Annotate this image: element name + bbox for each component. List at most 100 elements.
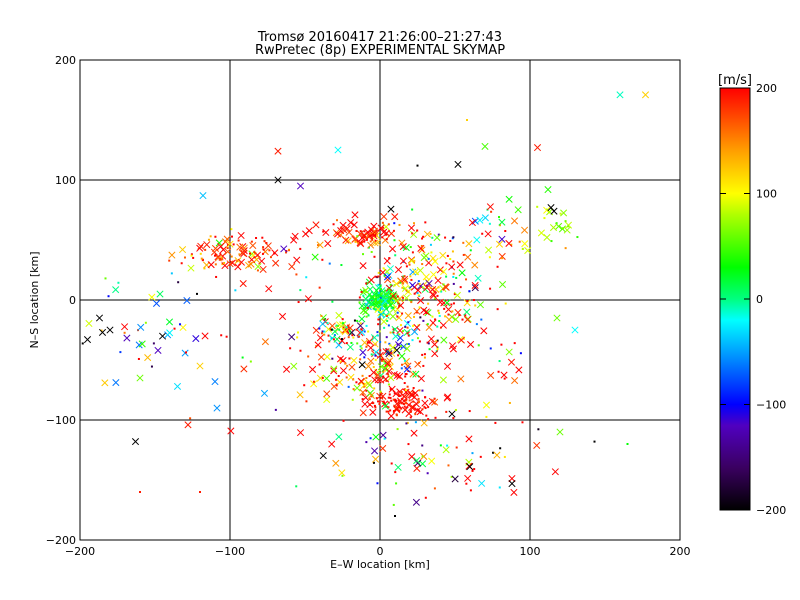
point-cross xyxy=(464,253,472,261)
point-cross xyxy=(367,276,375,284)
point-dot xyxy=(412,324,415,327)
point-cross xyxy=(152,299,161,308)
point-dot xyxy=(411,232,414,235)
point-cross xyxy=(400,393,408,401)
point-dot xyxy=(386,319,389,322)
point-dot xyxy=(518,240,521,243)
point-dot xyxy=(368,341,371,344)
point-dot xyxy=(200,257,203,260)
point-dot xyxy=(363,230,366,233)
y-axis-label: N–S location [km] xyxy=(28,251,41,348)
point-dot xyxy=(117,281,120,284)
point-dot xyxy=(346,364,349,367)
x-tick-label: −100 xyxy=(215,545,245,558)
point-cross xyxy=(197,242,205,250)
point-cross xyxy=(393,346,401,354)
point-dot xyxy=(249,252,252,255)
point-cross xyxy=(498,252,506,261)
point-dot xyxy=(489,347,492,350)
point-dot xyxy=(388,288,391,291)
point-cross xyxy=(473,236,481,244)
point-dot xyxy=(374,358,377,361)
point-cross xyxy=(196,362,204,370)
point-cross xyxy=(101,379,109,387)
point-dot xyxy=(401,363,404,366)
point-cross xyxy=(123,334,131,342)
point-dot xyxy=(389,388,392,391)
point-cross xyxy=(356,329,364,337)
point-cross xyxy=(439,376,447,384)
point-cross xyxy=(288,263,296,271)
point-dot xyxy=(144,321,147,324)
point-cross xyxy=(358,315,366,323)
point-dot xyxy=(263,240,266,243)
x-tick-label: 200 xyxy=(670,545,691,558)
point-dot xyxy=(374,354,377,357)
point-cross xyxy=(258,257,266,265)
point-dot xyxy=(450,475,453,478)
point-cross xyxy=(359,409,367,417)
point-cross xyxy=(464,474,472,482)
point-dot xyxy=(398,333,401,336)
point-dot xyxy=(299,247,302,250)
point-cross xyxy=(358,234,366,242)
x-tick-label: 100 xyxy=(520,545,541,558)
point-cross xyxy=(98,328,107,336)
point-cross xyxy=(431,257,439,265)
point-cross xyxy=(440,336,448,344)
point-dot xyxy=(329,328,332,331)
point-cross xyxy=(563,226,571,234)
point-dot xyxy=(199,252,202,255)
point-cross xyxy=(420,419,428,427)
point-cross xyxy=(211,244,220,252)
point-dot xyxy=(452,260,455,263)
point-dot xyxy=(421,444,424,447)
point-dot xyxy=(437,233,440,236)
point-dot xyxy=(479,455,482,458)
point-cross xyxy=(254,251,262,259)
point-dot xyxy=(424,407,427,410)
point-cross xyxy=(389,343,397,352)
point-cross xyxy=(226,240,234,248)
point-dot xyxy=(498,216,501,219)
point-dot xyxy=(504,302,507,305)
point-cross xyxy=(476,301,485,309)
point-cross xyxy=(468,219,476,227)
point-dot xyxy=(351,334,354,337)
point-dot xyxy=(393,327,396,330)
point-dot xyxy=(371,297,374,300)
point-dot xyxy=(401,296,404,299)
point-dot xyxy=(345,376,348,379)
point-dot xyxy=(422,319,425,322)
point-dot xyxy=(365,282,368,285)
point-cross xyxy=(448,410,456,418)
point-cross xyxy=(399,257,407,265)
point-dot xyxy=(381,236,384,239)
point-cross xyxy=(338,469,346,477)
point-cross xyxy=(179,323,187,332)
point-cross xyxy=(423,230,431,238)
point-dot xyxy=(335,384,338,387)
point-cross xyxy=(272,259,280,267)
point-cross xyxy=(196,244,204,252)
point-dot xyxy=(384,361,387,364)
point-cross xyxy=(560,209,568,217)
point-dot xyxy=(384,289,387,292)
point-cross xyxy=(335,341,343,349)
point-dot xyxy=(215,275,218,278)
point-dot xyxy=(81,342,84,345)
point-dot xyxy=(543,217,546,220)
point-cross xyxy=(144,353,152,362)
point-dot xyxy=(387,299,390,302)
point-dot xyxy=(379,285,382,288)
point-cross xyxy=(85,319,93,328)
point-dot xyxy=(471,452,474,455)
point-cross xyxy=(374,371,382,379)
point-dot xyxy=(368,374,371,377)
point-cross xyxy=(448,263,456,271)
point-dot xyxy=(497,370,500,373)
point-dot xyxy=(438,320,441,323)
point-cross xyxy=(420,253,428,262)
point-cross xyxy=(316,374,324,382)
